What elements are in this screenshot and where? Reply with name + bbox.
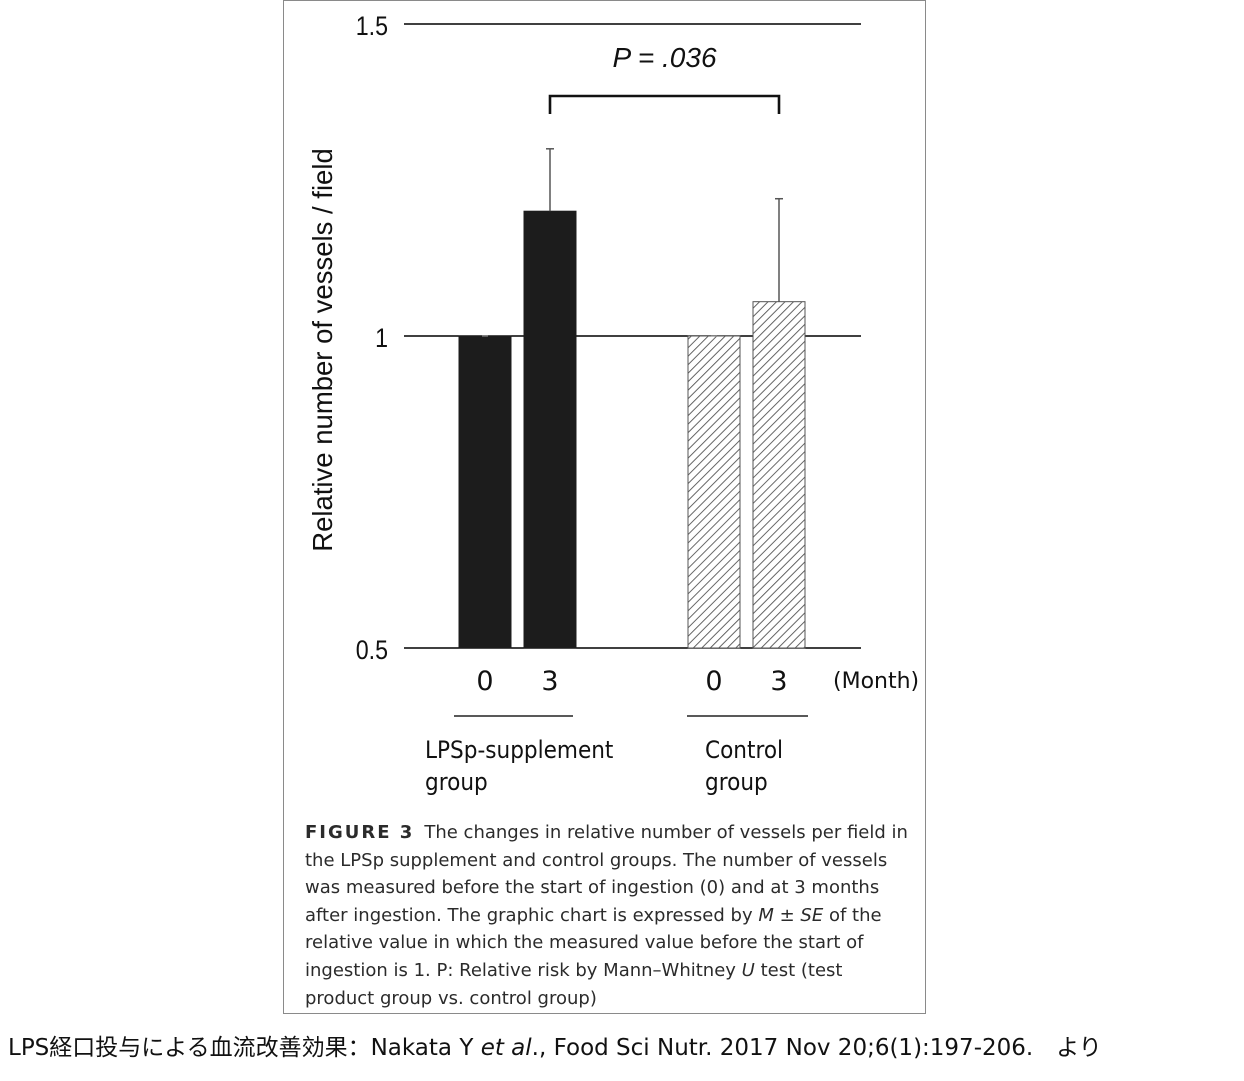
- y-tick-label-2: 1.5: [356, 11, 388, 41]
- source-etal: et al: [480, 1035, 532, 1061]
- figure-frame: [283, 0, 926, 1014]
- y-axis-label: Relative number of vessels / field: [307, 148, 338, 552]
- y-tick-label-1: 1: [375, 323, 388, 353]
- caption-text-2: of the relative value in which the measu…: [305, 904, 882, 981]
- bar-2: [523, 210, 577, 649]
- x-tick-label-4: 3: [770, 666, 787, 697]
- x-unit-label: (Month): [833, 669, 919, 694]
- caption-text-1: The changes in relative number of vessel…: [305, 822, 908, 926]
- p-value-annotation: P = .036: [612, 42, 716, 73]
- caption-pm: ±: [773, 904, 801, 926]
- caption-se: SE: [800, 904, 824, 926]
- bar-4: [752, 301, 806, 649]
- source-citation: LPS経口投与による血流改善効果：Nakata Y et al., Food S…: [8, 1028, 1102, 1062]
- group-label-2-line-1: Control: [705, 737, 783, 764]
- bar-chart: 0.5 1 1.5 Relative number of vessels / fiel…: [307, 11, 919, 796]
- caption-u: U: [741, 959, 755, 981]
- group-label-2-line-2: group: [705, 769, 768, 796]
- bar-1: [458, 335, 512, 649]
- significance-bracket: [548, 94, 781, 114]
- y-tick-label-0: 0.5: [356, 635, 388, 665]
- caption-figure-label: FIGURE 3: [305, 822, 415, 843]
- group-label-1-line-1: LPSp-supplement: [425, 737, 613, 764]
- caption-m: M: [758, 904, 774, 926]
- source-prefix: LPS経口投与による血流改善効果：Nakata Y: [8, 1035, 481, 1061]
- source-suffix: ., Food Sci Nutr. 2017 Nov 20;6(1):197-2…: [531, 1035, 1102, 1061]
- figure-caption: FIGURE 3 The changes in relative number o…: [305, 819, 915, 1012]
- x-tick-label-3: 0: [705, 666, 722, 697]
- x-tick-label-1: 0: [476, 666, 493, 697]
- caption-text-3: test (test product group vs. control gro…: [305, 959, 843, 1009]
- x-tick-label-2: 3: [541, 666, 558, 697]
- group-label-1-line-2: group: [425, 769, 488, 796]
- bar-3: [687, 335, 741, 649]
